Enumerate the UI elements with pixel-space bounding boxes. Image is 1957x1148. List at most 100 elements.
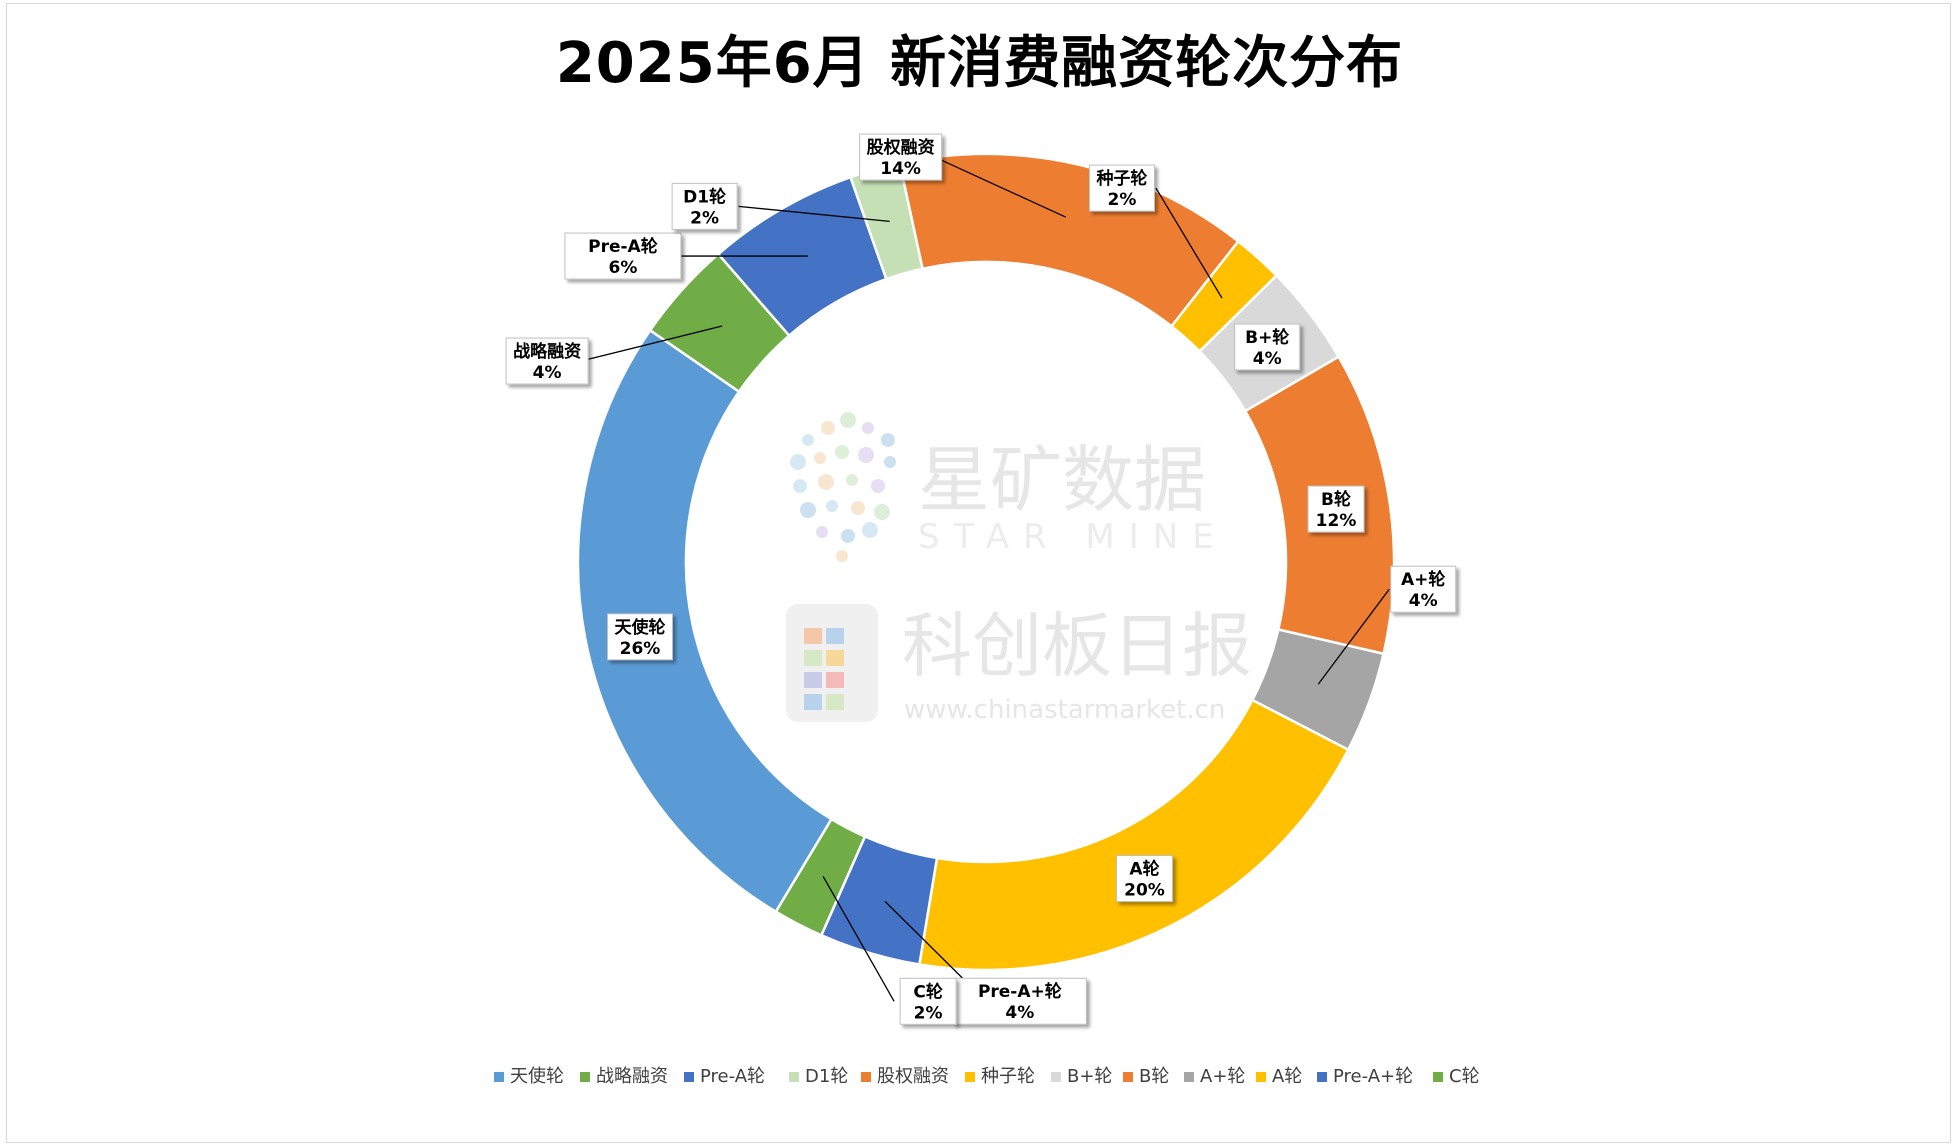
watermark-publisher-url: www.chinastarmarket.cn bbox=[904, 695, 1225, 725]
data-label-value: 4% bbox=[1005, 1003, 1034, 1023]
legend-item-a-plus轮: A+轮 bbox=[1184, 1066, 1245, 1087]
data-label-value: 6% bbox=[608, 258, 637, 278]
watermark-dot-icon bbox=[835, 445, 849, 459]
legend-label: Pre-A轮 bbox=[700, 1066, 765, 1087]
legend-label: B+轮 bbox=[1067, 1066, 1112, 1087]
watermark-dot-icon bbox=[862, 522, 878, 538]
publisher-logo-block-icon bbox=[826, 628, 844, 644]
legend-swatch-icon bbox=[1184, 1072, 1194, 1082]
leader-line-d1轮 bbox=[738, 205, 890, 223]
publisher-logo-block-icon bbox=[804, 650, 822, 666]
watermark-dot-icon bbox=[814, 452, 826, 464]
slice-c轮 bbox=[774, 817, 867, 937]
watermark-dot-icon bbox=[871, 479, 885, 493]
watermark-dot-icon bbox=[800, 502, 816, 518]
legend-label: 股权融资 bbox=[877, 1066, 949, 1087]
legend-item-pre-a轮: Pre-A轮 bbox=[684, 1066, 765, 1087]
publisher-logo-block-icon bbox=[826, 694, 844, 710]
data-label-value: 4% bbox=[1409, 591, 1438, 611]
data-label-name: A轮 bbox=[1129, 859, 1159, 880]
legend: 天使轮 战略融资 Pre-A轮 D1轮 股权融资 种子轮 B+轮 B轮 A+轮 A轮 Pre-A+轮… bbox=[494, 1066, 1480, 1087]
legend-item-pre-a-plus轮: Pre-A+轮 bbox=[1317, 1066, 1413, 1087]
data-label-value: 12% bbox=[1316, 511, 1357, 531]
watermark-dot-icon bbox=[840, 412, 856, 428]
watermark-publisher-cn: 科创板日报 bbox=[902, 605, 1252, 687]
publisher-logo-block-icon bbox=[804, 628, 822, 644]
data-label-a-plus轮: A+轮4% bbox=[1390, 565, 1457, 613]
watermark-dot-icon bbox=[816, 526, 828, 538]
data-label-pre-a-plus轮: Pre-A+轮4% bbox=[952, 977, 1087, 1025]
leader-line-a-plus轮 bbox=[1317, 588, 1390, 685]
legend-item-b-plus轮: B+轮 bbox=[1051, 1066, 1112, 1087]
watermark-dot-icon bbox=[851, 501, 865, 515]
watermark-dot-icon bbox=[790, 454, 806, 470]
data-label-value: 26% bbox=[620, 639, 661, 659]
data-label-name: Pre-A+轮 bbox=[978, 981, 1062, 1002]
data-label-value: 4% bbox=[533, 363, 562, 383]
legend-label: 种子轮 bbox=[981, 1066, 1035, 1087]
legend-label: 战略融资 bbox=[596, 1066, 668, 1087]
watermark-dot-icon bbox=[858, 447, 874, 463]
legend-item-c轮: C轮 bbox=[1433, 1066, 1480, 1087]
legend-swatch-icon bbox=[684, 1072, 694, 1082]
legend-label: C轮 bbox=[1449, 1066, 1480, 1087]
legend-item-d1轮: D1轮 bbox=[789, 1066, 848, 1087]
data-label-name: 战略融资 bbox=[513, 341, 581, 362]
leader-line-股权融资 bbox=[934, 156, 1066, 218]
watermark-brand-en: STAR MINE bbox=[918, 517, 1228, 557]
data-label-value: 20% bbox=[1124, 881, 1165, 901]
data-label-name: D1轮 bbox=[683, 186, 726, 207]
data-label-name: Pre-A轮 bbox=[588, 236, 658, 257]
legend-label: 天使轮 bbox=[510, 1066, 564, 1087]
data-label-c轮: C轮2% bbox=[899, 977, 957, 1025]
legend-swatch-icon bbox=[789, 1072, 799, 1082]
data-label-b-plus轮: B+轮4% bbox=[1234, 323, 1301, 371]
watermark-dot-icon bbox=[841, 529, 855, 543]
data-label-name: C轮 bbox=[913, 981, 942, 1002]
legend-swatch-icon bbox=[965, 1072, 975, 1082]
chart-title: 2025年6月 新消费融资轮次分布 bbox=[555, 31, 1404, 96]
watermark-dot-icon bbox=[884, 456, 896, 468]
legend-swatch-icon bbox=[1051, 1072, 1061, 1082]
watermark-dot-icon bbox=[826, 500, 838, 512]
legend-item-天使轮: 天使轮 bbox=[494, 1066, 564, 1087]
legend-item-战略融资: 战略融资 bbox=[580, 1066, 668, 1087]
publisher-logo-block-icon bbox=[826, 650, 844, 666]
watermark-dot-icon bbox=[846, 474, 858, 486]
legend-swatch-icon bbox=[861, 1072, 871, 1082]
publisher-logo-block-icon bbox=[804, 694, 822, 710]
slice-天使轮 bbox=[576, 328, 834, 914]
watermark-dot-icon bbox=[881, 433, 895, 447]
legend-swatch-icon bbox=[1123, 1072, 1133, 1082]
data-label-name: A+轮 bbox=[1401, 569, 1445, 590]
legend-item-a轮: A轮 bbox=[1256, 1066, 1302, 1087]
legend-swatch-icon bbox=[494, 1072, 504, 1082]
watermark-dot-icon bbox=[862, 422, 874, 434]
leader-line-种子轮 bbox=[1155, 187, 1223, 299]
legend-item-种子轮: 种子轮 bbox=[965, 1066, 1035, 1087]
data-label-value: 2% bbox=[690, 208, 719, 228]
slice-a轮 bbox=[917, 698, 1350, 972]
legend-swatch-icon bbox=[580, 1072, 590, 1082]
watermark-brand-cn: 星矿数据 bbox=[918, 438, 1206, 522]
data-label-name: 股权融资 bbox=[867, 137, 935, 158]
data-label-name: B+轮 bbox=[1245, 327, 1289, 348]
watermark-dot-icon bbox=[821, 421, 835, 435]
publisher-logo-block-icon bbox=[804, 672, 822, 688]
legend-swatch-icon bbox=[1256, 1072, 1266, 1082]
legend-item-股权融资: 股权融资 bbox=[861, 1066, 949, 1087]
leader-line-c轮 bbox=[822, 875, 895, 1002]
data-label-value: 2% bbox=[1108, 190, 1137, 210]
legend-label: D1轮 bbox=[805, 1066, 848, 1087]
watermark-dot-icon bbox=[874, 504, 890, 520]
legend-label: Pre-A+轮 bbox=[1333, 1066, 1413, 1087]
legend-swatch-icon bbox=[1317, 1072, 1327, 1082]
publisher-logo-block-icon bbox=[826, 672, 844, 688]
